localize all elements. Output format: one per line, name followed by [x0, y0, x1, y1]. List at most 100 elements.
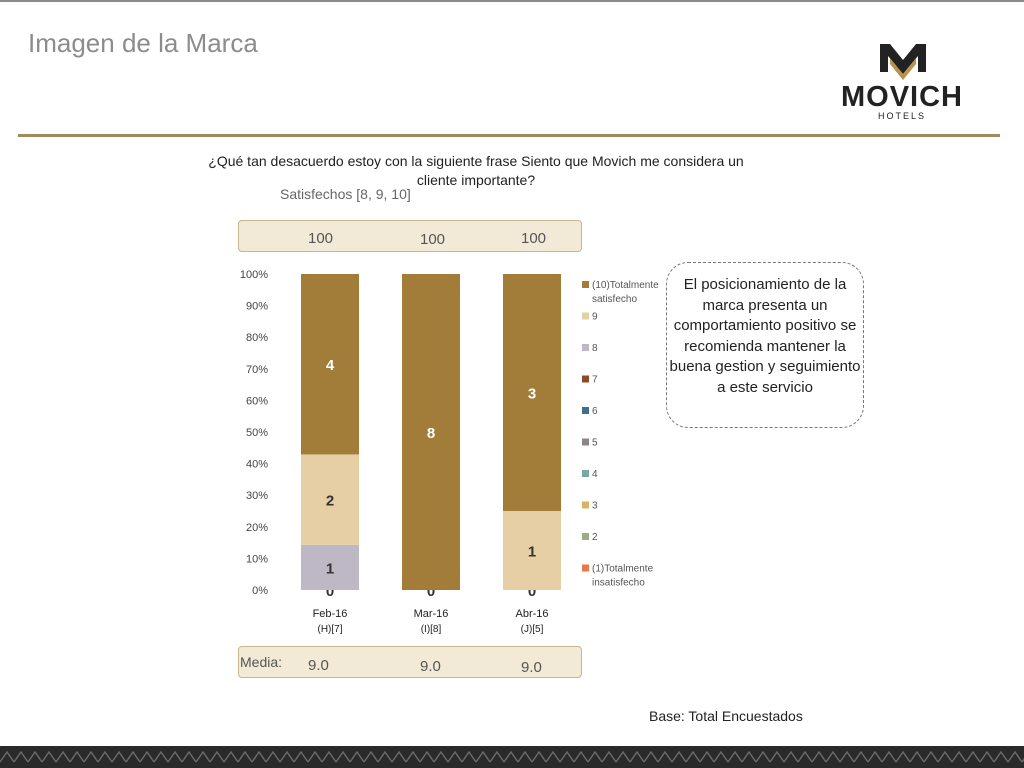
- footer-zigzag-segment: [713, 750, 729, 763]
- footer-zigzag-segment: [13, 750, 29, 763]
- footer-zigzag-segment: [923, 750, 939, 763]
- footer-zigzag-segment: [321, 750, 337, 763]
- x-tick-label: (H)[7]: [318, 624, 343, 635]
- bar-segment: [503, 274, 561, 511]
- footer-zigzag-segment: [167, 750, 183, 763]
- footer-zigzag-segment: [195, 750, 211, 763]
- footer-zigzag-segment: [769, 750, 785, 763]
- footer-zigzag-segment: [979, 750, 995, 763]
- footer-zigzag-segment: [237, 750, 253, 763]
- footer-zigzag-segment: [279, 750, 295, 763]
- footer-zigzag-segment: [895, 750, 911, 763]
- satisfechos-value: 100: [420, 231, 446, 248]
- footer-zigzag-segment: [671, 750, 687, 763]
- footer-zigzag-segment: [881, 750, 897, 763]
- footer-zigzag-segment: [909, 750, 925, 763]
- y-tick-label: 100%: [240, 269, 268, 281]
- footer-zigzag-segment: [209, 750, 225, 763]
- stacked-bar-chart: 0% 10% 20% 30% 40% 50% 60% 70% 80% 90% 100% 0 1 2 4 Feb…: [240, 269, 659, 635]
- footer-zigzag-segment: [251, 750, 267, 763]
- footer-zigzag-segment: [181, 750, 197, 763]
- legend-swatch: [582, 344, 589, 351]
- data-label: 1: [528, 544, 536, 561]
- footer-zigzag-segment: [741, 750, 757, 763]
- footer-zigzag-segment: [461, 750, 477, 763]
- legend-label: 8: [592, 343, 598, 354]
- footer-zigzag-segment: [265, 750, 281, 763]
- satisfechos-value: 100: [308, 230, 334, 247]
- top-border: [0, 0, 1024, 2]
- media-value: 9.0: [308, 657, 329, 674]
- y-tick-label: 90%: [246, 301, 268, 313]
- x-tick-label: Feb-16: [313, 608, 348, 620]
- legend-swatch: [582, 533, 589, 540]
- movich-logo: MOVICH HOTELS: [841, 44, 963, 121]
- footer-zigzag-segment: [363, 750, 379, 763]
- footer-zigzag-segment: [447, 750, 463, 763]
- y-tick-label: 40%: [246, 459, 268, 471]
- legend-swatch: [582, 281, 589, 288]
- y-tick-label: 0%: [252, 585, 268, 597]
- legend-label: 3: [592, 501, 598, 512]
- data-label: 2: [326, 493, 334, 510]
- footer-zigzag-segment: [587, 750, 603, 763]
- footer-zigzag-segment: [335, 750, 351, 763]
- footer-zigzag-segment: [993, 750, 1009, 763]
- y-tick-label: 50%: [246, 427, 268, 439]
- legend-swatch: [582, 407, 589, 414]
- y-tick-label: 80%: [246, 332, 268, 344]
- logo-sub-text: HOTELS: [878, 111, 926, 121]
- footer-zigzag-segment: [0, 750, 15, 763]
- data-label: 8: [427, 425, 435, 442]
- footer-zigzag-segment: [685, 750, 701, 763]
- footer-zigzag-segment: [377, 750, 393, 763]
- legend-label: 7: [592, 375, 598, 386]
- footer-zigzag-segment: [545, 750, 561, 763]
- insight-callout: El posicionamiento de la marca presenta …: [666, 262, 864, 428]
- data-label: 0: [528, 583, 536, 600]
- bar-segment: [402, 274, 460, 590]
- data-label: 1: [326, 560, 334, 577]
- data-label: 0: [427, 583, 435, 600]
- y-tick-label: 10%: [246, 553, 268, 565]
- y-tick-label: 70%: [246, 364, 268, 376]
- legend-label: (10)Totalmente satisfecho: [592, 280, 659, 305]
- satisfechos-band: [238, 220, 582, 252]
- legend-swatch: [582, 375, 589, 383]
- footer-zigzag-segment: [83, 750, 99, 763]
- footer-zigzag-segment: [391, 750, 407, 763]
- footer-zigzag-segment: [531, 750, 547, 763]
- footer-zigzag-segment: [559, 750, 575, 763]
- footer-zigzag: [0, 750, 1024, 763]
- legend-label: (1)Totalmente insatisfecho: [592, 564, 654, 589]
- footer-zigzag-segment: [475, 750, 491, 763]
- footer-zigzag-segment: [573, 750, 589, 763]
- logo-main-text: MOVICH: [841, 81, 963, 113]
- media-label: Media:: [240, 654, 283, 670]
- footer-zigzag-segment: [755, 750, 771, 763]
- footer-zigzag-segment: [853, 750, 869, 763]
- media-band: [238, 646, 582, 678]
- footer-zigzag-segment: [951, 750, 967, 763]
- y-tick-label: 60%: [246, 395, 268, 407]
- x-tick-label: (J)[5]: [521, 624, 544, 635]
- bar-segment: [301, 274, 359, 455]
- footer-zigzag-segment: [433, 750, 449, 763]
- footer-zigzag-segment: [125, 750, 141, 763]
- footer-zigzag-segment: [139, 750, 155, 763]
- footer-zigzag-segment: [699, 750, 715, 763]
- chart-subtitle: Satisfechos [8, 9, 10]: [280, 186, 411, 202]
- footer-zigzag-segment: [419, 750, 435, 763]
- footer-zigzag-segment: [797, 750, 813, 763]
- bar-segment: [301, 454, 359, 545]
- data-label: 3: [528, 386, 536, 403]
- footer-pattern: [0, 746, 1024, 768]
- footer-zigzag-segment: [839, 750, 855, 763]
- x-tick-label: (I)[8]: [421, 624, 442, 635]
- footer-zigzag-segment: [97, 750, 113, 763]
- media-value: 9.0: [521, 659, 542, 676]
- legend-label: 2: [592, 532, 598, 543]
- survey-question: ¿Qué tan desacuerdo estoy con la siguien…: [208, 153, 744, 188]
- data-label: 0: [326, 583, 334, 600]
- legend-label: 9: [592, 312, 598, 323]
